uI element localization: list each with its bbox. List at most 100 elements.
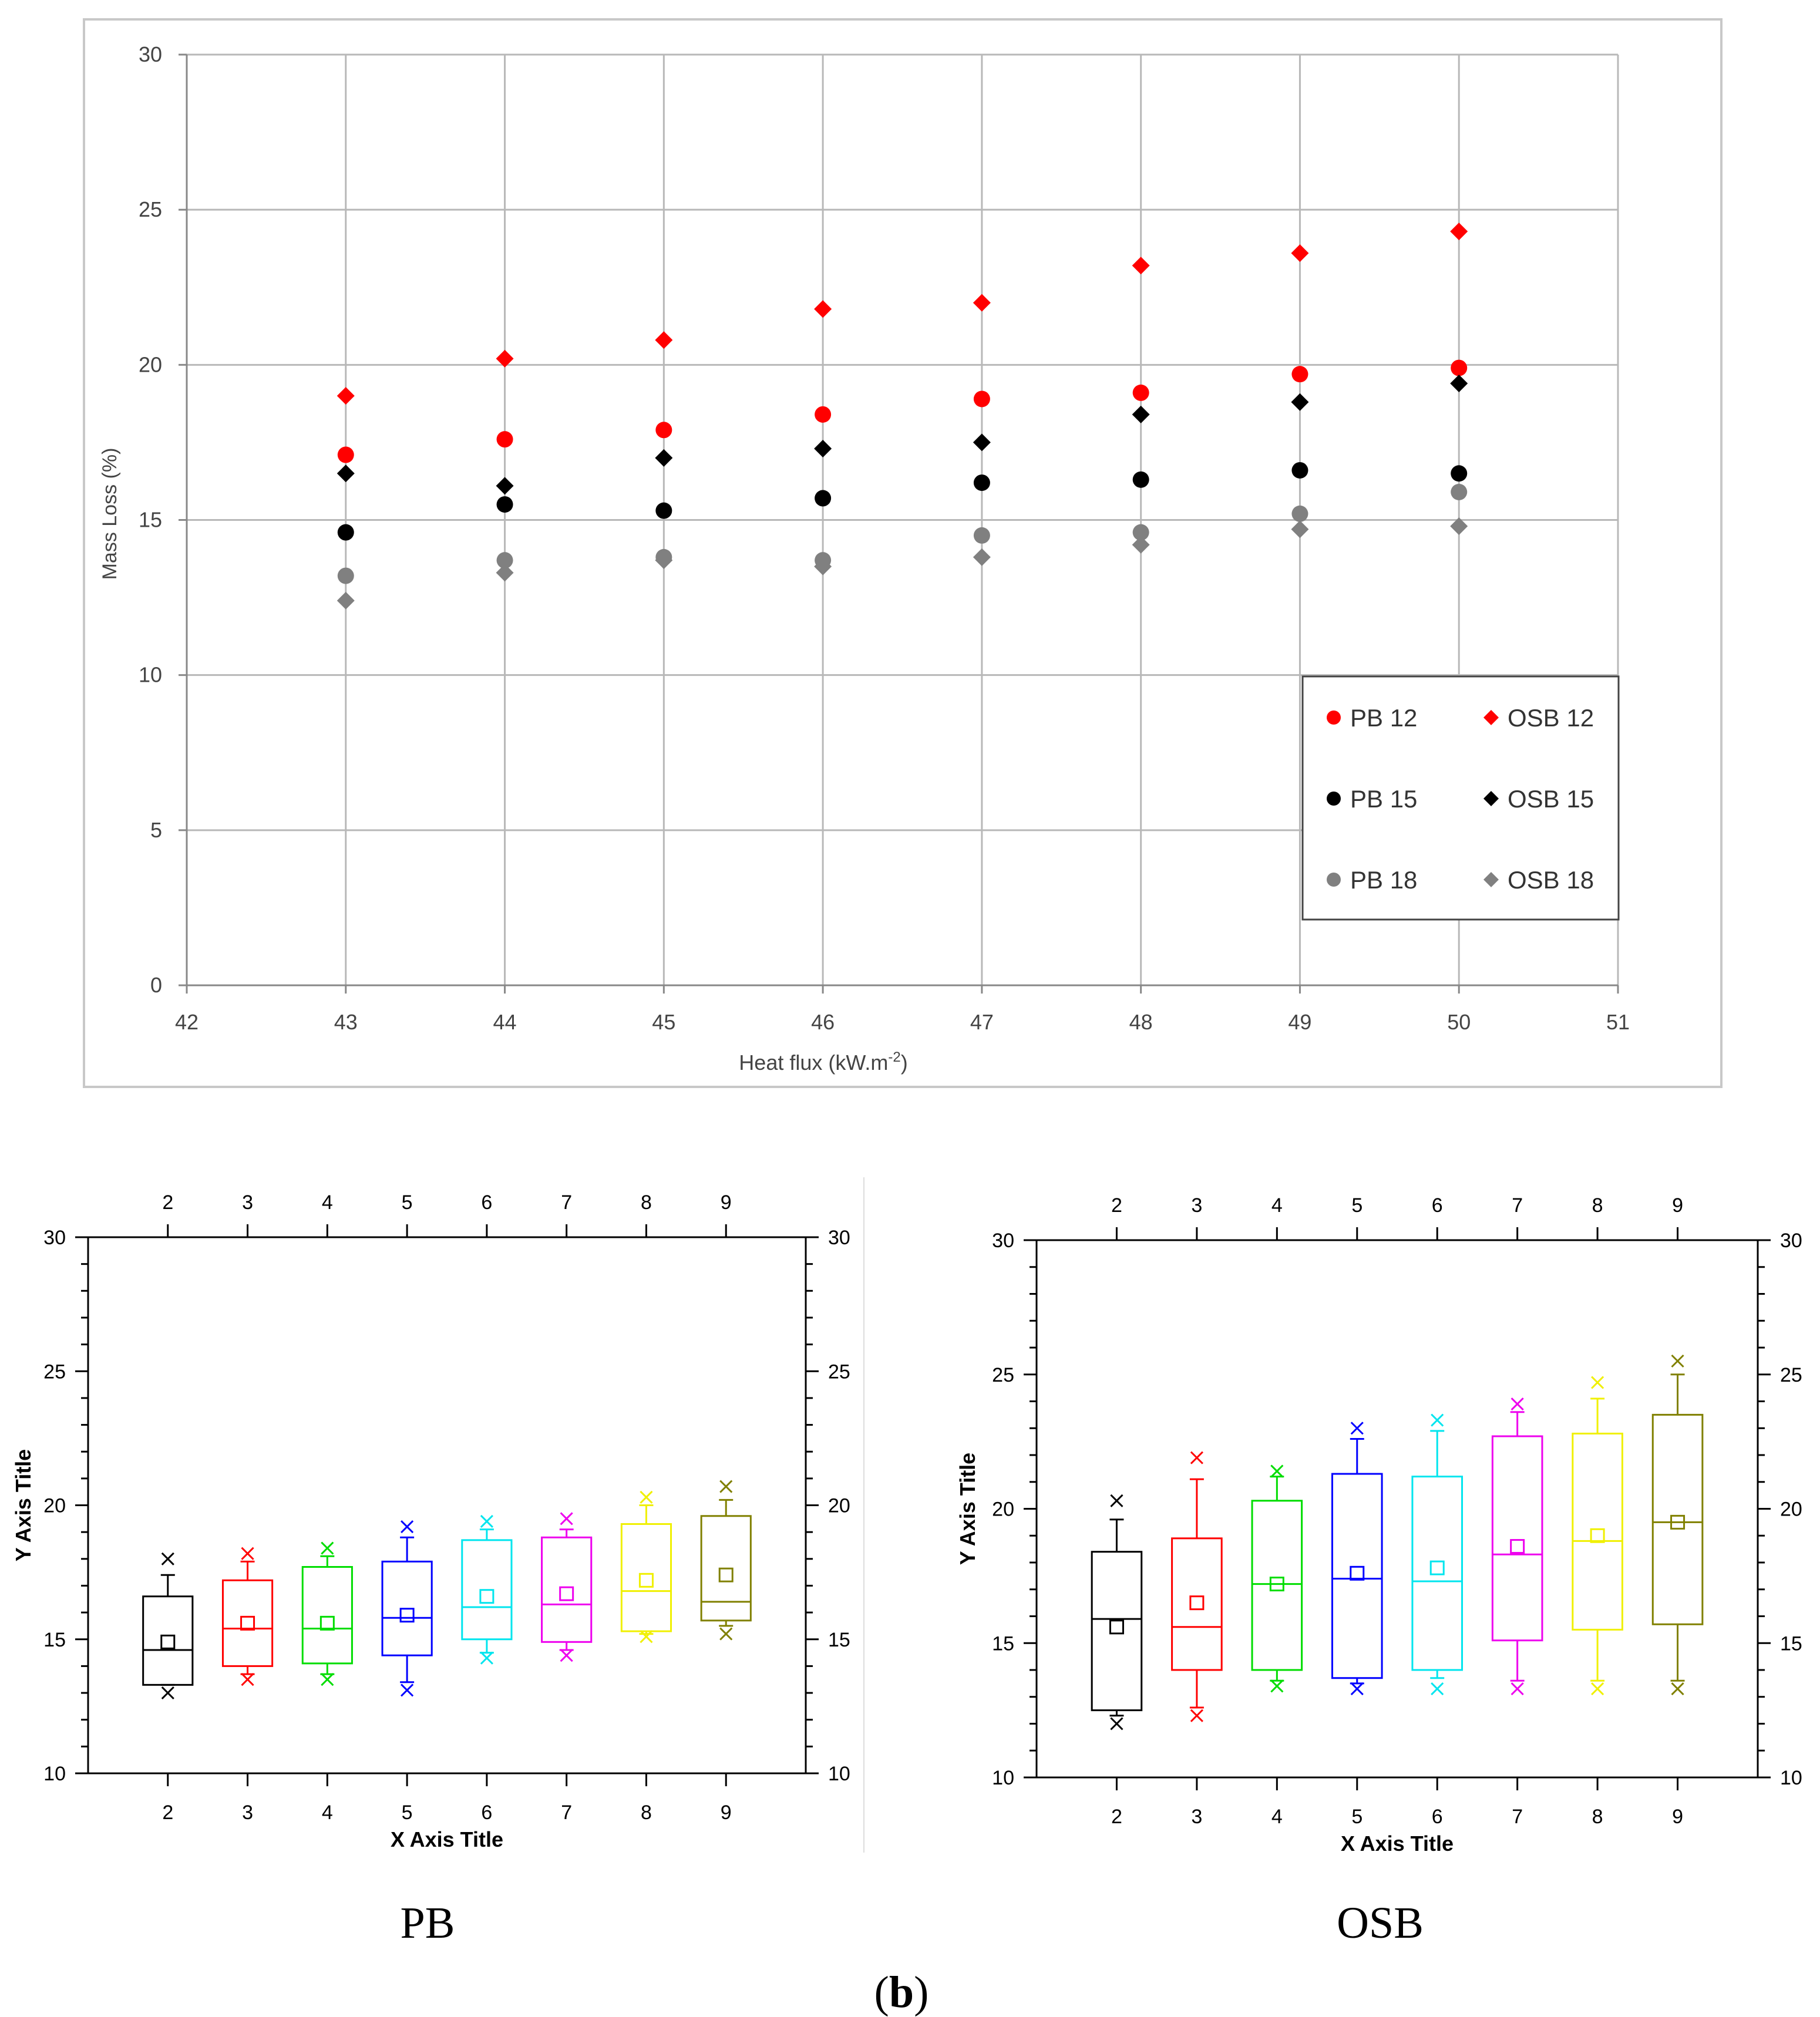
box-max xyxy=(161,1552,174,1565)
data-point xyxy=(1450,517,1468,536)
series-osb-18 xyxy=(337,517,1468,610)
y-tick-label: 5 xyxy=(150,818,162,842)
y-tick-label: 20 xyxy=(992,1499,1014,1521)
y-axis-title: Y Axis Title xyxy=(11,1449,35,1561)
data-point xyxy=(1451,483,1468,500)
box-4 xyxy=(301,1541,353,1686)
box-min xyxy=(1511,1682,1524,1696)
series-osb-12 xyxy=(337,223,1468,405)
x2-tick-label: 6 xyxy=(481,1191,492,1214)
x2-tick-label: 4 xyxy=(322,1191,333,1214)
legend-marker xyxy=(1327,711,1341,725)
box-mean xyxy=(1670,1514,1686,1530)
data-point xyxy=(1132,536,1150,554)
data-point xyxy=(1451,359,1468,376)
data-point xyxy=(496,477,514,495)
x2-tick-label: 6 xyxy=(1432,1194,1443,1217)
scatter-chart: 0 5 10 15 20 25 30 42 43 44 45 46 47 48 49 50 51 Mass Lo… xyxy=(83,18,1723,1088)
x-tick-label: 49 xyxy=(1288,1010,1311,1034)
box-min xyxy=(719,1627,733,1641)
x-tick-label: 5 xyxy=(1351,1806,1363,1828)
data-point xyxy=(496,496,513,513)
x2-tick-label: 2 xyxy=(1111,1194,1122,1217)
box-9 xyxy=(1651,1354,1704,1696)
data-point xyxy=(337,567,354,584)
box-8 xyxy=(620,1490,672,1644)
x-tick-label: 4 xyxy=(322,1802,333,1824)
y2-tick-label: 25 xyxy=(828,1361,850,1383)
box-3 xyxy=(221,1547,274,1686)
data-point xyxy=(814,300,832,318)
legend-entry: OSB 18 xyxy=(1508,866,1594,894)
box-min xyxy=(1190,1709,1203,1722)
box-mean xyxy=(1189,1595,1205,1611)
box-iqr xyxy=(301,1565,353,1665)
x-tick-label: 6 xyxy=(1432,1806,1443,1828)
box-mean xyxy=(638,1572,654,1588)
box-mean xyxy=(1350,1565,1365,1581)
y-tick-label: 0 xyxy=(150,973,162,997)
box-max xyxy=(1270,1464,1284,1478)
x2-tick-label: 7 xyxy=(1512,1194,1523,1217)
data-point xyxy=(973,474,990,491)
panel-label-close: ) xyxy=(914,1968,928,2017)
x-tick-label: 44 xyxy=(493,1010,517,1034)
box-iqr xyxy=(1572,1432,1623,1631)
data-point xyxy=(655,502,672,519)
legend-entry: PB 15 xyxy=(1350,785,1417,813)
box-min xyxy=(161,1686,174,1700)
box-min xyxy=(640,1630,653,1644)
y-tick-label: 25 xyxy=(43,1361,66,1383)
box-8 xyxy=(1572,1376,1623,1696)
box-mean xyxy=(1109,1619,1124,1635)
y2-tick-label: 30 xyxy=(828,1227,850,1249)
y2-tick-label: 15 xyxy=(1780,1632,1802,1655)
caption-osb: OSB xyxy=(1337,1898,1424,1948)
data-point xyxy=(655,422,672,439)
box-max xyxy=(321,1541,334,1555)
box-min xyxy=(560,1649,573,1662)
box-min xyxy=(1270,1679,1284,1693)
box-6 xyxy=(461,1514,513,1665)
x-axis-label-tail: ) xyxy=(901,1050,908,1075)
box-max xyxy=(1671,1354,1684,1368)
box-min xyxy=(401,1683,414,1697)
box-mean xyxy=(160,1634,176,1649)
chart-frame xyxy=(83,18,1723,1088)
x-tick-label: 43 xyxy=(334,1010,358,1034)
scatter-points xyxy=(337,223,1468,610)
series-osb-15 xyxy=(337,375,1468,495)
x-tick-label: 46 xyxy=(811,1010,835,1034)
box-mean xyxy=(399,1608,415,1623)
series-pb-12 xyxy=(337,359,1468,463)
caption-pb: PB xyxy=(401,1898,455,1948)
scatter-axes: 0 5 10 15 20 25 30 42 43 44 45 46 47 48 49 50 51 xyxy=(139,42,1630,1034)
box-iqr xyxy=(1411,1476,1464,1671)
data-point xyxy=(814,439,832,457)
plot-frame xyxy=(87,1236,807,1774)
panel-label: (b) xyxy=(874,1968,929,2017)
box-iqr xyxy=(1491,1435,1543,1642)
box-max xyxy=(1110,1494,1123,1507)
box-min xyxy=(321,1673,334,1686)
x-tick-label: 42 xyxy=(175,1010,199,1034)
scatter-legend: PB 12 OSB 12 PB 15 OSB 15 PB 18 OSB 18 xyxy=(1301,675,1620,921)
legend-entry: OSB 12 xyxy=(1508,704,1594,732)
x-axis-label-superscript: -2 xyxy=(888,1049,900,1065)
data-point xyxy=(973,548,991,566)
box-max xyxy=(241,1547,254,1560)
box-iqr xyxy=(620,1523,672,1632)
x2-tick-label: 9 xyxy=(1672,1194,1683,1217)
box-min xyxy=(1591,1682,1604,1696)
x-tick-label: 9 xyxy=(721,1802,732,1824)
data-point xyxy=(1291,520,1309,538)
box-iqr xyxy=(1251,1500,1303,1671)
data-point xyxy=(655,449,673,467)
data-point xyxy=(1450,223,1468,241)
x2-tick-label: 5 xyxy=(1351,1194,1363,1217)
box-min xyxy=(1350,1682,1364,1696)
box-mean xyxy=(1269,1577,1284,1592)
y2-tick-label: 10 xyxy=(828,1763,850,1785)
legend-marker xyxy=(1483,791,1499,806)
data-point xyxy=(815,406,832,423)
